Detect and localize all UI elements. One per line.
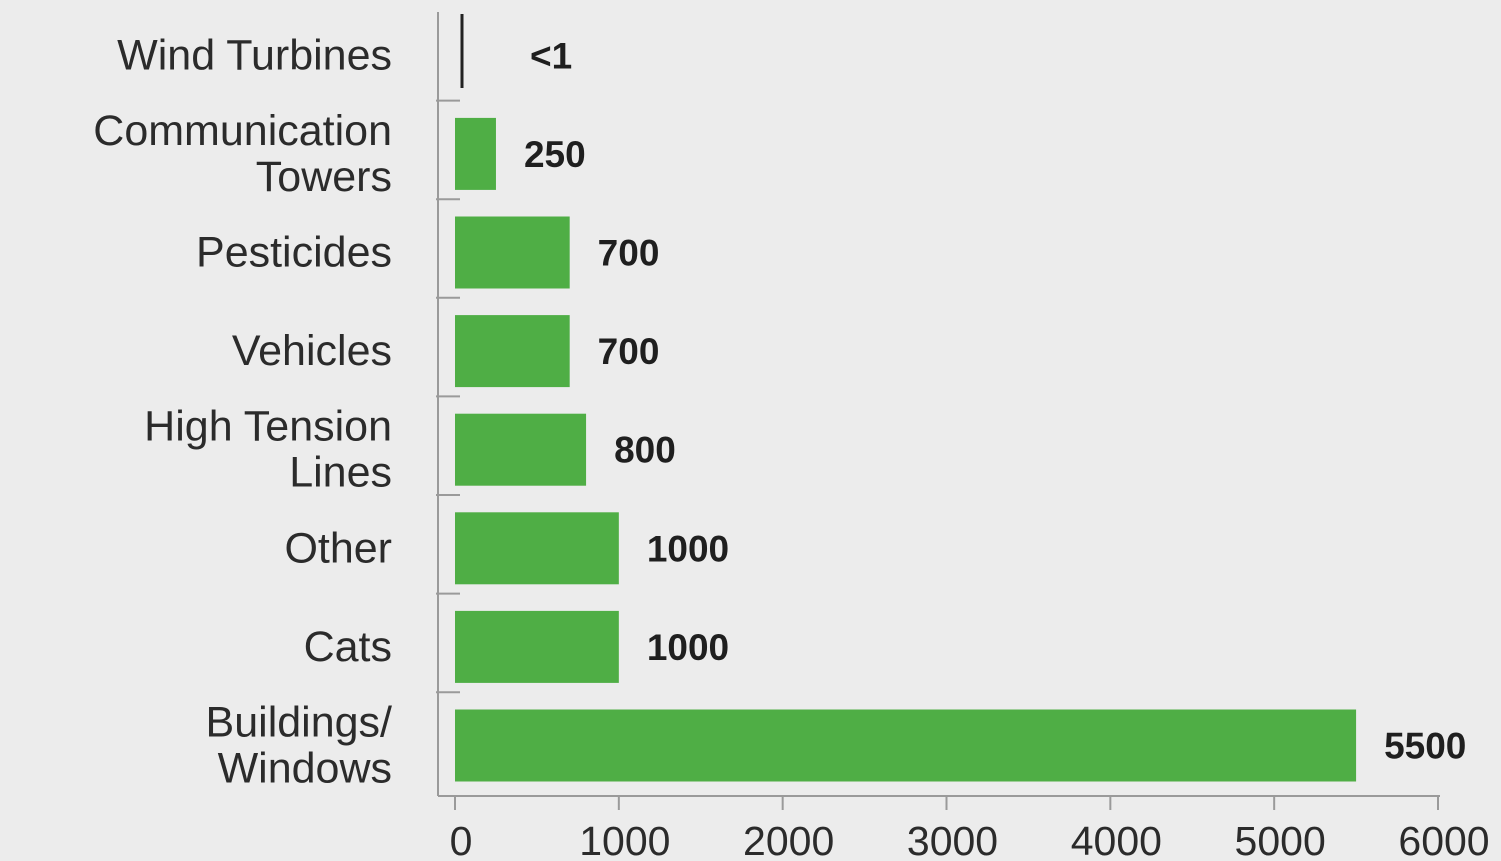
category-label: Cats	[304, 623, 392, 671]
data-label: 1000	[647, 528, 729, 569]
category-label: Buildings/	[206, 699, 392, 747]
data-label: <1	[530, 35, 572, 76]
category-label: Wind Turbines	[117, 31, 392, 79]
category-label: Vehicles	[232, 327, 392, 375]
data-label: 800	[614, 430, 676, 471]
x-tick-group: 0 1000 2000 3000 4000 5000 6000	[450, 796, 1490, 861]
category-label: High Tension	[144, 403, 392, 451]
bar-group	[455, 14, 1357, 782]
category-label: Pesticides	[196, 229, 392, 277]
x-tick-label: 5000	[1235, 818, 1326, 861]
bar	[455, 413, 587, 486]
category-label: Towers	[256, 153, 392, 201]
x-tick-label: 4000	[1071, 818, 1162, 861]
bar	[455, 610, 619, 683]
value-label-group: <1 250 700 700 800 1000 1000 5500	[524, 35, 1466, 766]
data-label: 700	[598, 331, 660, 372]
bar	[455, 709, 1357, 782]
category-label: Lines	[289, 449, 392, 497]
data-label: 700	[598, 233, 660, 274]
category-label: Communication	[93, 107, 392, 155]
chart-axes	[436, 12, 1440, 797]
data-label: 250	[524, 134, 586, 175]
x-tick-label: 3000	[907, 818, 998, 861]
bar	[455, 512, 619, 585]
category-label: Windows	[218, 745, 392, 793]
x-tick-label: 0	[450, 818, 473, 861]
category-label: Other	[284, 524, 392, 572]
x-tick-label: 2000	[743, 818, 834, 861]
x-tick-label: 1000	[579, 818, 670, 861]
x-tick-label: 6000	[1398, 818, 1489, 861]
bar	[455, 315, 570, 388]
bar	[455, 216, 570, 289]
data-label: 1000	[647, 627, 729, 668]
bar	[455, 117, 496, 190]
data-label: 5500	[1384, 726, 1466, 767]
